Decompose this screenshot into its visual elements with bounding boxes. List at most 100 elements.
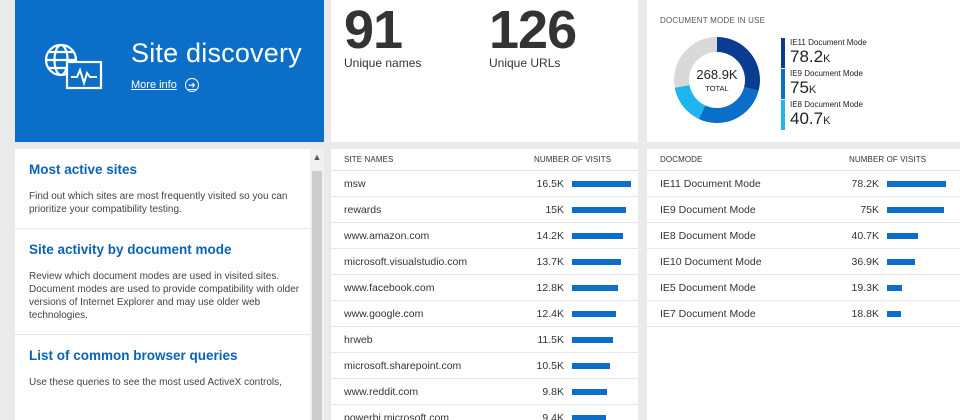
docmode-rows: IE11 Document Mode 78.2K IE9 Document Mode… (647, 171, 960, 327)
table-row[interactable]: IE10 Document Mode 36.9K (647, 249, 960, 275)
legend-swatch (781, 69, 785, 99)
row-name: www.facebook.com (344, 281, 435, 294)
document-mode-donut (674, 37, 760, 123)
document-mode-caption: DOCUMENT MODE IN USE (660, 16, 766, 25)
document-mode-legend: IE11 Document Mode 78.2K IE9 Document Mo… (781, 38, 867, 131)
column-header-visits[interactable]: NUMBER OF VISITS (849, 155, 927, 164)
site-discovery-tile[interactable]: Site discovery More info ➔ (15, 0, 324, 142)
table-row[interactable]: IE5 Document Mode 19.3K (647, 275, 960, 301)
insights-panel: Most active sites Find out which sites a… (15, 149, 324, 420)
scrollbar-thumb[interactable] (312, 171, 322, 420)
row-name: hrweb (344, 333, 373, 346)
row-name: rewards (344, 203, 382, 216)
visits-bar-track (887, 285, 902, 291)
section-title[interactable]: List of common browser queries (29, 348, 238, 363)
table-row[interactable]: microsoft.sharepoint.com 10.5K (331, 353, 638, 379)
table-row[interactable]: www.google.com 12.4K (331, 301, 638, 327)
visits-bar (572, 415, 606, 420)
visits-bar (572, 389, 607, 395)
legend-item-ie11: IE11 Document Mode 78.2K (781, 38, 867, 68)
visits-bar-track (572, 259, 621, 265)
table-row[interactable]: IE8 Document Mode 40.7K (647, 223, 960, 249)
row-visits: 13.7K (536, 255, 564, 268)
row-name: www.google.com (344, 307, 424, 320)
unique-urls-stat: 126 Unique URLs (489, 0, 577, 70)
unique-names-label: Unique names (344, 56, 422, 70)
column-header-docmode[interactable]: DOCMODE (660, 155, 703, 164)
legend-swatch (781, 38, 785, 68)
donut-total-value: 268.9K (696, 67, 738, 82)
visits-bar-track (887, 207, 944, 213)
donut-slice[interactable] (717, 37, 760, 91)
unique-stats-tile[interactable]: 91 Unique names 126 Unique URLs (331, 0, 638, 142)
globe-monitor-icon (44, 43, 103, 90)
visits-bar-track (887, 233, 918, 239)
page-title: Site discovery (131, 38, 302, 68)
section-site-activity[interactable]: Site activity by document mode Review wh… (15, 229, 324, 335)
site-names-grid[interactable]: SITE NAMES NUMBER OF VISITS msw 16.5K rewa… (331, 149, 638, 420)
row-visits: 18.8K (851, 307, 879, 320)
visits-bar-track (572, 181, 631, 187)
donut-slice[interactable] (674, 37, 717, 88)
row-name: powerbi.microsoft.com (344, 411, 450, 420)
table-row[interactable]: www.reddit.com 9.8K (331, 379, 638, 405)
legend-name: IE11 Document Mode (790, 38, 867, 47)
unique-names-value: 91 (344, 0, 403, 60)
section-text: Review which document modes are used in … (29, 271, 300, 321)
column-header-site-names[interactable]: SITE NAMES (344, 155, 394, 164)
section-title[interactable]: Site activity by document mode (29, 242, 232, 257)
section-most-active-sites[interactable]: Most active sites Find out which sites a… (15, 149, 324, 229)
scroll-up-icon[interactable]: ▲ (312, 152, 322, 162)
legend-value: 78.2 (790, 47, 824, 66)
table-row[interactable]: www.amazon.com 14.2K (331, 223, 638, 249)
legend-name: IE8 Document Mode (790, 100, 863, 109)
visits-bar (887, 181, 946, 187)
row-name: IE8 Document Mode (660, 229, 756, 242)
document-mode-tile[interactable]: DOCUMENT MODE IN USE 268.9K TOTAL IE11 D… (647, 0, 960, 142)
row-visits: 19.3K (851, 281, 879, 294)
donut-slice[interactable] (674, 85, 706, 119)
visits-bar (887, 285, 902, 291)
visits-bar-track (572, 337, 613, 343)
row-name: microsoft.sharepoint.com (344, 359, 462, 372)
unique-names-stat: 91 Unique names (344, 0, 421, 70)
table-row[interactable]: IE11 Document Mode 78.2K (647, 171, 960, 197)
table-row[interactable]: www.facebook.com 12.8K (331, 275, 638, 301)
row-visits: 11.5K (537, 333, 564, 346)
legend-item-ie8: IE8 Document Mode 40.7K (781, 100, 867, 130)
visits-bar (572, 311, 616, 317)
table-row[interactable]: rewards 15K (331, 197, 638, 223)
table-row[interactable]: hrweb 11.5K (331, 327, 638, 353)
legend-swatch (781, 100, 785, 130)
table-row[interactable]: microsoft.visualstudio.com 13.7K (331, 249, 638, 275)
legend-item-ie9: IE9 Document Mode 75K (781, 69, 867, 99)
table-row[interactable]: msw 16.5K (331, 171, 638, 197)
donut-slice[interactable] (698, 87, 759, 123)
section-title[interactable]: Most active sites (29, 162, 138, 177)
vertical-scrollbar[interactable]: ▲ (310, 149, 324, 420)
section-browser-queries[interactable]: List of common browser queries Use these… (15, 335, 324, 401)
unique-urls-value: 126 (489, 0, 577, 60)
row-visits: 40.7K (851, 229, 879, 242)
donut-center: 268.9K TOTAL (673, 36, 761, 124)
more-info-label: More info (131, 79, 177, 91)
donut-total-label: TOTAL (705, 84, 729, 93)
column-header-visits[interactable]: NUMBER OF VISITS (534, 155, 612, 164)
visits-bar (572, 259, 621, 265)
more-info-link[interactable]: More info ➔ (131, 78, 199, 92)
visits-bar-track (572, 363, 610, 369)
table-row[interactable]: IE7 Document Mode 18.8K (647, 301, 960, 327)
row-name: IE7 Document Mode (660, 307, 756, 320)
row-visits: 78.2K (851, 177, 879, 190)
row-visits: 16.5K (536, 177, 564, 190)
table-row[interactable]: powerbi.microsoft.com 9.4K (331, 405, 638, 420)
visits-bar-track (572, 207, 626, 213)
visits-bar-track (572, 311, 616, 317)
docmode-grid[interactable]: DOCMODE NUMBER OF VISITS IE11 Document M… (647, 149, 960, 420)
visits-bar (887, 207, 944, 213)
visits-bar-track (572, 389, 607, 395)
legend-value: 40.7 (790, 109, 824, 128)
row-name: microsoft.visualstudio.com (344, 255, 468, 268)
table-row[interactable]: IE9 Document Mode 75K (647, 197, 960, 223)
